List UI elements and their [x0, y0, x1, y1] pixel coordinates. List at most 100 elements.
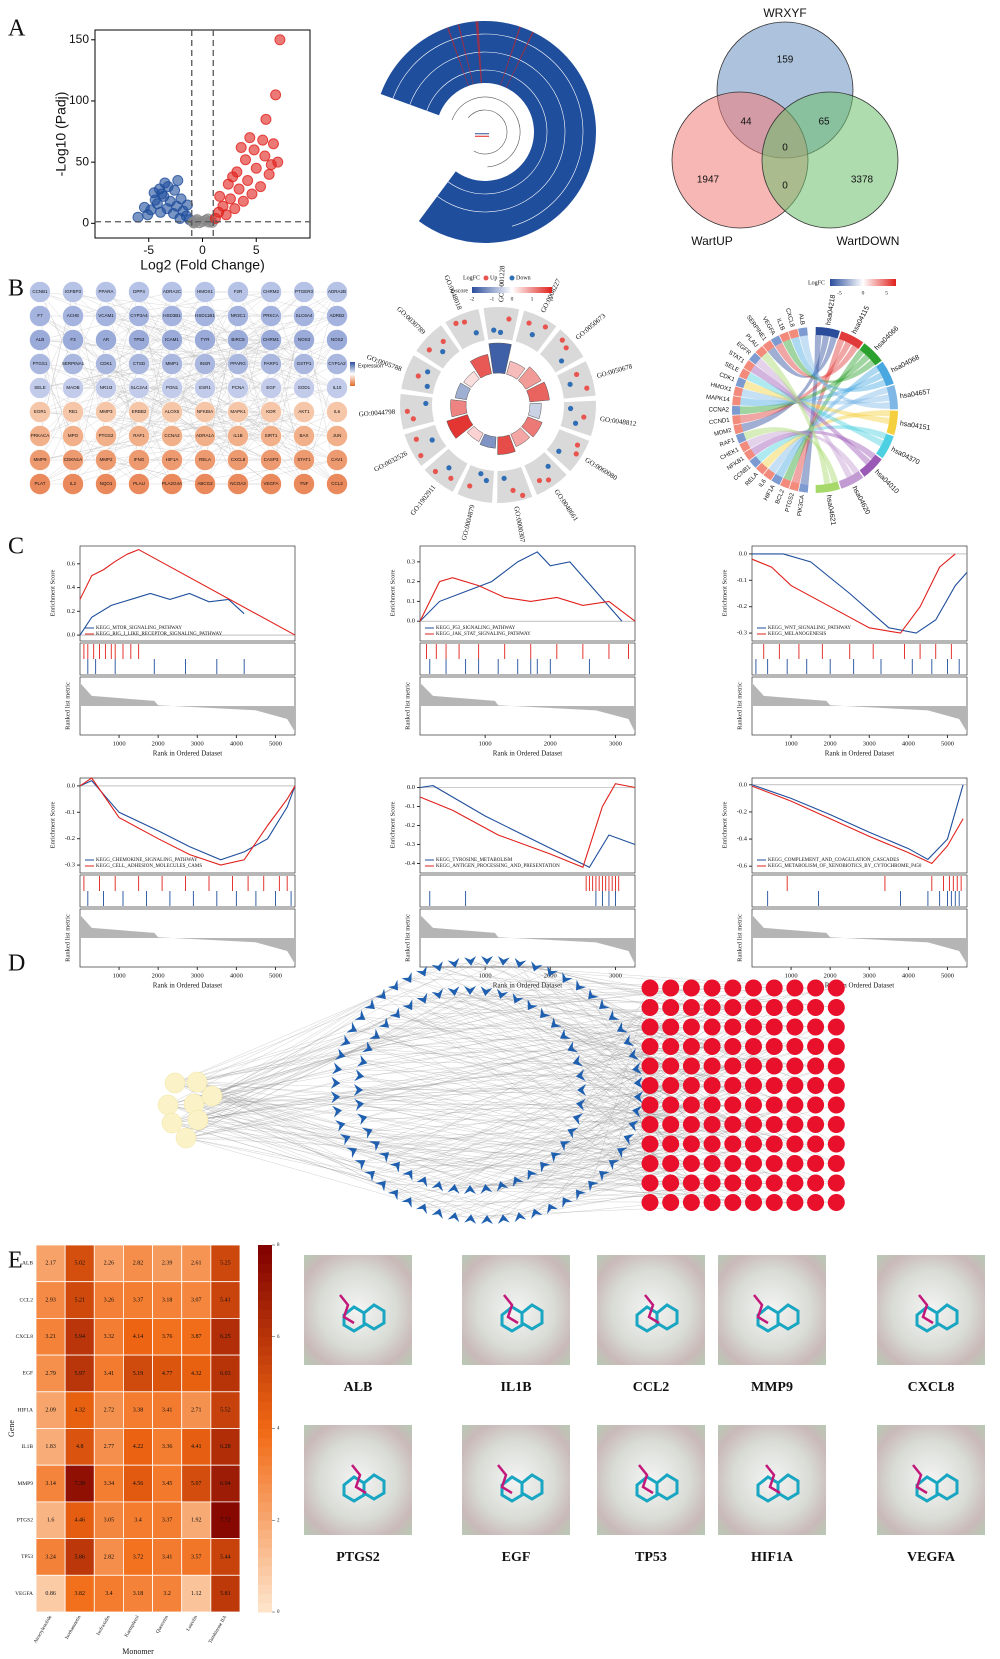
target-node [786, 1097, 803, 1114]
ingredient-node [335, 1118, 347, 1132]
target-node [807, 980, 824, 997]
target-node [704, 999, 721, 1016]
node-label: ALOX5 [165, 409, 180, 414]
target-node [786, 1058, 803, 1075]
point [243, 175, 253, 185]
node-label: MMP1 [165, 361, 178, 366]
target-label: PTGS2 [336, 1550, 380, 1565]
point [245, 133, 255, 143]
heatmap-key [475, 133, 489, 137]
edge [198, 1120, 543, 1166]
row-label: EGF [23, 1371, 33, 1377]
y-tick-label: 0.0 [67, 632, 75, 639]
colorbar-step [258, 1493, 272, 1503]
cell-label: 3.18 [162, 1297, 173, 1303]
x-tick-label: 5000 [269, 972, 282, 979]
edge [205, 292, 238, 364]
gene-label: SELE [723, 362, 739, 374]
y-tick-label: -0.3 [737, 630, 747, 637]
y-axis-label: Ranked list metric [736, 682, 743, 730]
colorbar-step [258, 1309, 272, 1319]
target-label: ALB [344, 1380, 373, 1395]
compound-node [188, 1110, 208, 1130]
ingredient-node [448, 986, 461, 997]
zscore-tick: 0 [511, 296, 514, 302]
node-label: SERPINA1 [62, 361, 85, 366]
legend-label: Down [516, 275, 531, 281]
node-label: F7 [37, 313, 43, 318]
target-node [683, 1155, 700, 1172]
y-axis-label: Enrichment Score [389, 570, 396, 617]
gene-dot [537, 478, 542, 483]
legend-label: KEGG_COMPLEMENT_AND_COAGULATION_CASCADES [768, 858, 899, 863]
legend-label: KEGG_TYROSINE_METABOLISM [436, 858, 513, 863]
target-node [683, 1019, 700, 1036]
point [150, 195, 160, 205]
y-tick-label: 150 [69, 32, 89, 46]
node-label: RELA [199, 457, 211, 462]
target-node [745, 1175, 762, 1192]
y-tick-label: 0.1 [407, 598, 415, 605]
gene-arc [732, 406, 740, 415]
colorbar-step [258, 1539, 272, 1549]
gene-label: IL1B [775, 318, 785, 332]
legend-label: KEGG_METABOLISM_OF_XENOBIOTICS_BY_CYTOCH… [768, 864, 922, 869]
point [133, 212, 143, 222]
point [234, 184, 244, 194]
target-node [683, 1194, 700, 1211]
target-node [724, 1155, 741, 1172]
target-node [704, 1077, 721, 1094]
edge [238, 460, 337, 484]
colorbar-step [258, 1245, 272, 1255]
edge [205, 316, 238, 388]
term-label: GO:0030789 [395, 305, 427, 336]
cell-label: 4.32 [191, 1371, 202, 1377]
zscore-tick: -1 [490, 296, 495, 302]
node-label: CCNB1 [32, 289, 48, 294]
y-tick-label: 0.2 [67, 608, 75, 615]
target-node [766, 1194, 783, 1211]
target-node [766, 1019, 783, 1036]
point [236, 142, 246, 152]
target-node [642, 999, 659, 1016]
gene-label: HMOX1 [710, 382, 733, 393]
docking-view: VEGFA [877, 1425, 985, 1565]
node-label: PPARA [99, 289, 114, 294]
gene-dot [411, 416, 416, 421]
node-label: CAV1 [331, 457, 343, 462]
y-tick-label: 0.0 [407, 784, 415, 791]
gene-dot [453, 321, 458, 326]
node-label: VCAM1 [98, 313, 114, 318]
cell-label: 6.94 [220, 1481, 231, 1487]
gene-dot [423, 401, 428, 406]
colorbar-label: 6 [277, 1335, 280, 1340]
pathway-label: hsa04151 [899, 420, 931, 432]
gene-dot [405, 409, 410, 414]
legend-label: KEGG_JAK_STAT_SIGNALING_PATHWAY [436, 632, 531, 637]
gene-dot [526, 320, 531, 325]
gene-dot [543, 324, 548, 329]
legend-tick: -5 [837, 290, 842, 296]
target-node [683, 1097, 700, 1114]
y-tick-label: 0.0 [739, 781, 747, 788]
y-tick-label: -0.3 [405, 841, 415, 848]
target-node [662, 1175, 679, 1192]
y-axis-label: Enrichment Score [721, 570, 728, 617]
term-label: GO:0050673 [574, 312, 608, 342]
point [228, 172, 238, 182]
set-label: WartDOWN [837, 234, 900, 248]
colorbar-step [258, 1373, 272, 1383]
colorbar-step [258, 1548, 272, 1558]
target-node [724, 1097, 741, 1114]
target-node [807, 999, 824, 1016]
target-node [745, 1038, 762, 1055]
gene-dot [430, 437, 435, 442]
gene-dot [567, 382, 572, 387]
target-node [642, 1058, 659, 1075]
colorbar-step [258, 1529, 272, 1539]
point [241, 155, 251, 165]
zscore-tick: 2 [551, 296, 554, 302]
cell-label: 3.4 [134, 1518, 142, 1524]
node-label: CHRM2 [263, 289, 279, 294]
edge [73, 412, 304, 484]
